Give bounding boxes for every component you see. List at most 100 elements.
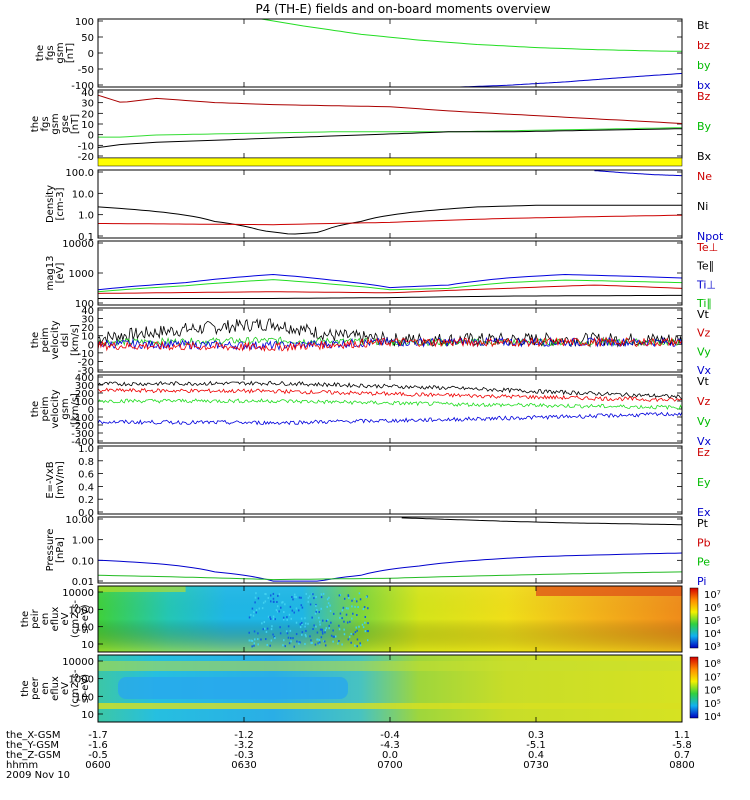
spectrogram-pixel	[347, 594, 350, 597]
spectrogram-pixel	[253, 630, 256, 633]
legend-Vx: Vx	[697, 364, 712, 377]
y-tick-label: 50	[81, 33, 94, 44]
spectrogram-pixel	[329, 610, 332, 613]
spectrogram-pixel	[300, 617, 303, 620]
spectrogram-pixel	[267, 615, 270, 618]
legend-Vy: Vy	[697, 345, 711, 358]
legend-Vt: Vt	[697, 308, 710, 321]
y-axis-label: dsl	[60, 333, 71, 347]
spectrogram-pixel	[286, 618, 288, 621]
spectrogram-pixel	[253, 642, 256, 645]
spectrogram-pixel	[293, 645, 296, 648]
spectrogram-pixel	[265, 638, 267, 641]
spectrogram-pixel	[298, 642, 300, 645]
spectrogram-pixel	[257, 643, 259, 646]
panel-frame	[97, 18, 683, 88]
y-tick-label: -400	[71, 437, 94, 448]
spectrogram-pixel	[333, 635, 335, 638]
spectrogram-pixel	[252, 614, 255, 617]
spectrogram-pixel	[364, 615, 367, 618]
y-tick-label: 1.00	[72, 536, 94, 547]
spectrogram-pixel	[290, 640, 292, 643]
y-tick-label: -300	[71, 429, 94, 440]
spectrogram-pixel	[332, 640, 334, 643]
panel-frame	[97, 169, 683, 239]
series-Ti⊥	[97, 273, 683, 291]
y-axis-label: Pressure	[45, 529, 56, 572]
spectrogram-pixel	[314, 612, 317, 615]
series-Vz	[97, 336, 683, 352]
y-axis-label: the	[20, 680, 31, 696]
y-tick-label: 200	[75, 389, 94, 400]
spectrogram-pixel	[253, 644, 255, 647]
spectrogram-pixel	[316, 638, 319, 641]
spectrogram-pixel	[299, 641, 301, 644]
y-axis-label: the	[20, 611, 31, 627]
y-axis-label: (cm2-s-	[70, 600, 81, 638]
ephemeris-value: -4.3	[380, 740, 400, 751]
spectrogram-pixel	[274, 618, 276, 621]
y-tick-label: -10	[78, 141, 94, 152]
y-tick-label: 0.6	[78, 470, 94, 481]
spectrogram-pixel	[347, 638, 350, 641]
spectrogram-pixel	[325, 619, 328, 622]
spectrogram-pixel	[301, 631, 304, 634]
ephemeris-value: 0800	[669, 760, 694, 771]
y-tick-label: 300	[75, 381, 94, 392]
spectrogram-pixel	[347, 607, 349, 610]
spectrogram-band	[118, 677, 348, 699]
spectrogram-pixel	[257, 638, 259, 641]
legend-Pb: Pb	[697, 536, 711, 549]
spectrogram-pixel	[291, 595, 293, 598]
legend-Te⊥: Te⊥	[696, 241, 718, 254]
y-tick-label: 100	[75, 299, 94, 310]
spectrogram-pixel	[289, 605, 292, 608]
panel-fgs-gsm-b: 100 50 0 -50 -100 the fgs gsm [nT] Bt bz by bx	[35, 17, 711, 92]
spectrogram-pixel	[300, 604, 303, 607]
spectrogram-pixel	[362, 626, 365, 629]
spectrogram-pixel	[279, 626, 281, 629]
spectrogram-pixel	[253, 611, 255, 614]
legend-Ey: Ey	[697, 476, 711, 489]
spectrogram-pixel	[359, 642, 361, 645]
ephemeris-value: 0.3	[528, 730, 544, 741]
spectrogram-shading	[98, 586, 682, 652]
spectrogram-pixel	[323, 640, 326, 643]
y-tick-label: 0.4	[78, 482, 94, 493]
spectrogram-pixel	[304, 622, 307, 625]
spectrogram-pixel	[311, 641, 313, 644]
colorbar-tick-label: 10⁵	[704, 616, 721, 627]
spectrogram-pixel	[291, 609, 294, 612]
y-axis-label: en	[40, 682, 51, 695]
spectrogram-pixel	[314, 643, 317, 646]
spectrogram-pixel	[355, 600, 358, 603]
y-tick-label: 30	[81, 315, 94, 326]
spectrogram-pixel	[319, 628, 322, 631]
spectrogram-pixel	[338, 640, 340, 643]
spectrogram-pixel	[286, 632, 289, 635]
spectrogram-pixel	[320, 593, 323, 596]
series-Te∥	[98, 294, 682, 299]
legend-Ti∥: Ti∥	[696, 297, 712, 310]
colorbar	[689, 656, 699, 719]
y-tick-label: 10	[81, 640, 94, 651]
spectrogram-pixel	[284, 603, 286, 606]
spectrogram-pixel	[353, 644, 356, 647]
spectrogram-pixel	[264, 592, 266, 595]
series-Vt	[97, 318, 683, 348]
spectrogram-band	[98, 661, 682, 671]
spectrogram-pixel	[305, 592, 308, 595]
panel-density: 100.0 10.0 1.0 0.1 Density [cm-3] Ne Ni Npot	[45, 168, 724, 243]
y-axis-label: peir	[30, 608, 41, 628]
y-tick-label: 100	[75, 17, 94, 28]
spectrogram-pixel	[354, 605, 356, 608]
spectrogram-pixel	[264, 600, 267, 603]
spectrogram-pixel	[310, 642, 312, 645]
y-axis-label: gsm	[50, 113, 61, 134]
series-Vx	[97, 411, 683, 426]
y-axis-label: gsm	[60, 398, 71, 419]
y-axis-label: eflux	[50, 607, 61, 632]
y-tick-label: 0.2	[78, 495, 94, 506]
